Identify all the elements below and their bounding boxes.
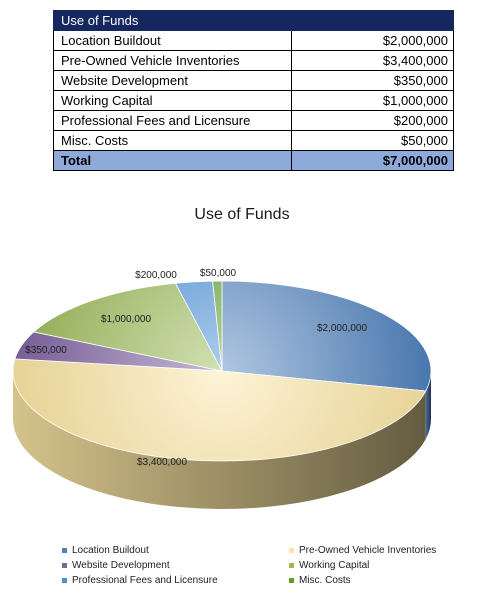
- legend-item: Working Capital: [289, 560, 369, 571]
- pie-slice: [32, 282, 223, 372]
- row-amount: $1,000,000: [291, 90, 454, 111]
- table-row: Misc. Costs $50,000: [53, 130, 454, 151]
- row-amount: $350,000: [291, 70, 454, 91]
- total-label: Total: [53, 150, 292, 171]
- legend-swatch: [62, 577, 67, 583]
- row-amount: $50,000: [291, 130, 454, 151]
- row-label: Location Buildout: [53, 30, 292, 51]
- table-row: Professional Fees and Licensure $200,000: [53, 110, 454, 131]
- row-label: Pre-Owned Vehicle Inventories: [53, 50, 292, 71]
- legend-item: Location Buildout: [62, 545, 149, 556]
- pie-chart: $2,000,000 $3,400,000 $350,000 $1,000,000 $2…: [12, 268, 432, 510]
- table-row: Location Buildout $2,000,000: [53, 30, 454, 51]
- legend-swatch: [289, 562, 294, 568]
- legend-label: Website Development: [72, 560, 170, 571]
- table-row: Working Capital $1,000,000: [53, 90, 454, 111]
- pie-data-label: $2,000,000: [317, 323, 367, 334]
- table-total-row: Total $7,000,000: [53, 150, 454, 171]
- row-amount: $3,400,000: [291, 50, 454, 71]
- table-row: Website Development $350,000: [53, 70, 454, 91]
- pie-slice-side: [425, 371, 431, 440]
- row-amount: $2,000,000: [291, 30, 454, 51]
- legend-item: Misc. Costs: [289, 575, 351, 586]
- pie-slice: [212, 280, 223, 372]
- pie-data-label: $1,000,000: [101, 314, 151, 325]
- pie-slice-side: [13, 371, 426, 510]
- table-row: Pre-Owned Vehicle Inventories $3,400,000: [53, 50, 454, 71]
- legend-swatch: [62, 547, 67, 553]
- legend-label: Location Buildout: [72, 545, 149, 556]
- row-label: Working Capital: [53, 90, 292, 111]
- legend-label: Pre-Owned Vehicle Inventories: [299, 545, 437, 556]
- row-label: Website Development: [53, 70, 292, 91]
- legend-swatch: [289, 577, 294, 583]
- row-label: Professional Fees and Licensure: [53, 110, 292, 131]
- pie-data-label: $200,000: [135, 270, 177, 281]
- table-header-row: Use of Funds: [53, 10, 454, 31]
- legend-swatch: [289, 547, 294, 553]
- legend-item: Professional Fees and Licensure: [62, 575, 218, 586]
- total-amount: $7,000,000: [291, 150, 454, 171]
- chart-title: Use of Funds: [194, 206, 290, 223]
- row-amount: $200,000: [291, 110, 454, 131]
- legend-label: Working Capital: [299, 560, 370, 571]
- use-of-funds-table: Use of Funds Location Buildout $2,000,00…: [53, 10, 454, 171]
- legend-label: Misc. Costs: [299, 575, 351, 586]
- legend-swatch: [62, 562, 67, 568]
- pie-slice: [221, 280, 432, 392]
- table-header: Use of Funds: [53, 10, 454, 31]
- pie-data-label: $50,000: [200, 268, 237, 279]
- legend-label: Professional Fees and Licensure: [72, 575, 218, 586]
- pie-slice: [12, 358, 427, 462]
- pie-data-label: $3,400,000: [137, 457, 187, 468]
- legend-item: Pre-Owned Vehicle Inventories: [289, 545, 436, 556]
- legend-item: Website Development: [62, 560, 170, 571]
- pie-data-label: $350,000: [25, 345, 67, 356]
- row-label: Misc. Costs: [53, 130, 292, 151]
